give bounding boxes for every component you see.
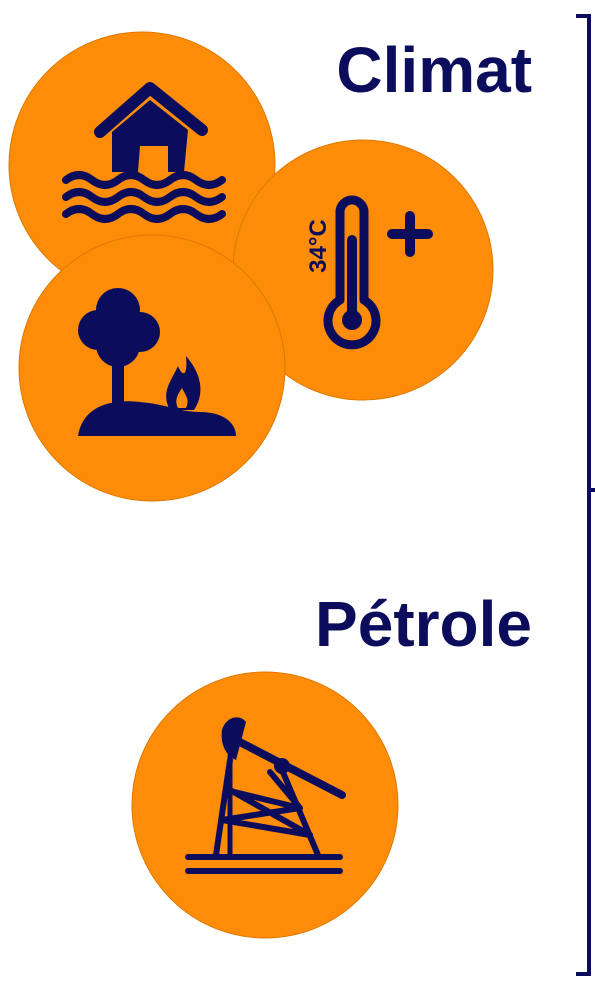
wildfire-icon [18,234,286,502]
bracket [576,14,595,976]
temperature-label: 34°C [305,219,332,273]
flood-icon [8,31,276,299]
section-title: Climat [336,34,532,106]
section-title: Pétrole [315,588,532,660]
heat-icon: 34°C [232,139,494,401]
oil-pump-icon [131,671,399,939]
